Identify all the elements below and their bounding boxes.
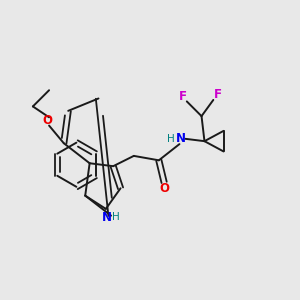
Text: H: H bbox=[167, 134, 175, 144]
Text: N: N bbox=[176, 132, 186, 145]
Text: O: O bbox=[43, 114, 52, 127]
Text: F: F bbox=[214, 88, 222, 101]
Text: H: H bbox=[112, 212, 120, 222]
Text: F: F bbox=[178, 90, 186, 103]
Text: N: N bbox=[102, 211, 112, 224]
Text: O: O bbox=[160, 182, 170, 195]
